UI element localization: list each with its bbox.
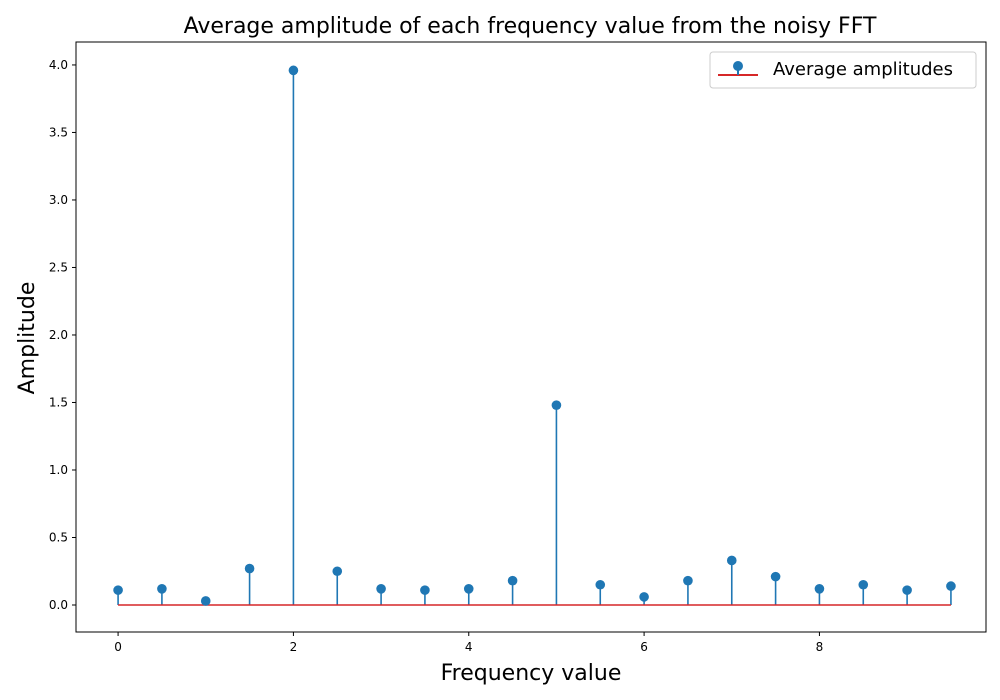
y-axis: 0.0 0.5 1.0 1.5 2.0 2.5 3.0 3.5 4.0 [49,58,76,612]
x-tick-label: 2 [290,640,298,654]
stem-marker [288,65,299,76]
y-tick-label: 3.0 [49,193,68,207]
stem-marker [332,566,343,577]
y-tick-label: 0.0 [49,598,68,612]
x-tick-label: 6 [640,640,648,654]
y-tick-label: 4.0 [49,58,68,72]
stem-marker [946,581,956,591]
stem-marker [113,585,123,595]
stem-marker [902,585,912,595]
y-tick-label: 1.0 [49,463,68,477]
stem-marker [770,571,781,582]
y-axis-label: Amplitude [15,282,40,395]
stem-marker [726,555,737,566]
stem-marker [157,583,167,594]
legend: Average amplitudes [709,51,977,89]
chart-title: Average amplitude of each frequency valu… [184,14,877,39]
stem-marker [244,563,255,574]
stem-marker [376,583,386,594]
x-axis-label: Frequency value [441,661,622,686]
y-tick-label: 0.5 [49,530,68,544]
stem-marker [551,400,562,410]
stem-marker [639,592,649,602]
legend-marker-icon [733,61,743,71]
y-tick-label: 2.0 [49,328,68,342]
stem-marker [814,583,825,594]
stem-marker [595,579,606,590]
x-axis: 0 2 4 6 8 [114,632,823,654]
stem-marker [420,585,430,595]
stem-marker [683,575,693,586]
x-tick-label: 8 [816,640,824,654]
legend-label: Average amplitudes [773,59,953,80]
y-tick-label: 2.5 [49,260,68,274]
y-tick-label: 1.5 [49,395,68,409]
plot-area [75,41,987,633]
x-tick-label: 0 [114,640,122,654]
stem-marker [858,579,869,590]
stem-series [113,65,956,606]
x-tick-label: 4 [465,640,473,654]
stem-marker [463,583,474,594]
stem-marker [507,575,518,586]
y-tick-label: 3.5 [49,125,68,139]
stem-marker [200,596,211,606]
legend-box [709,51,977,89]
